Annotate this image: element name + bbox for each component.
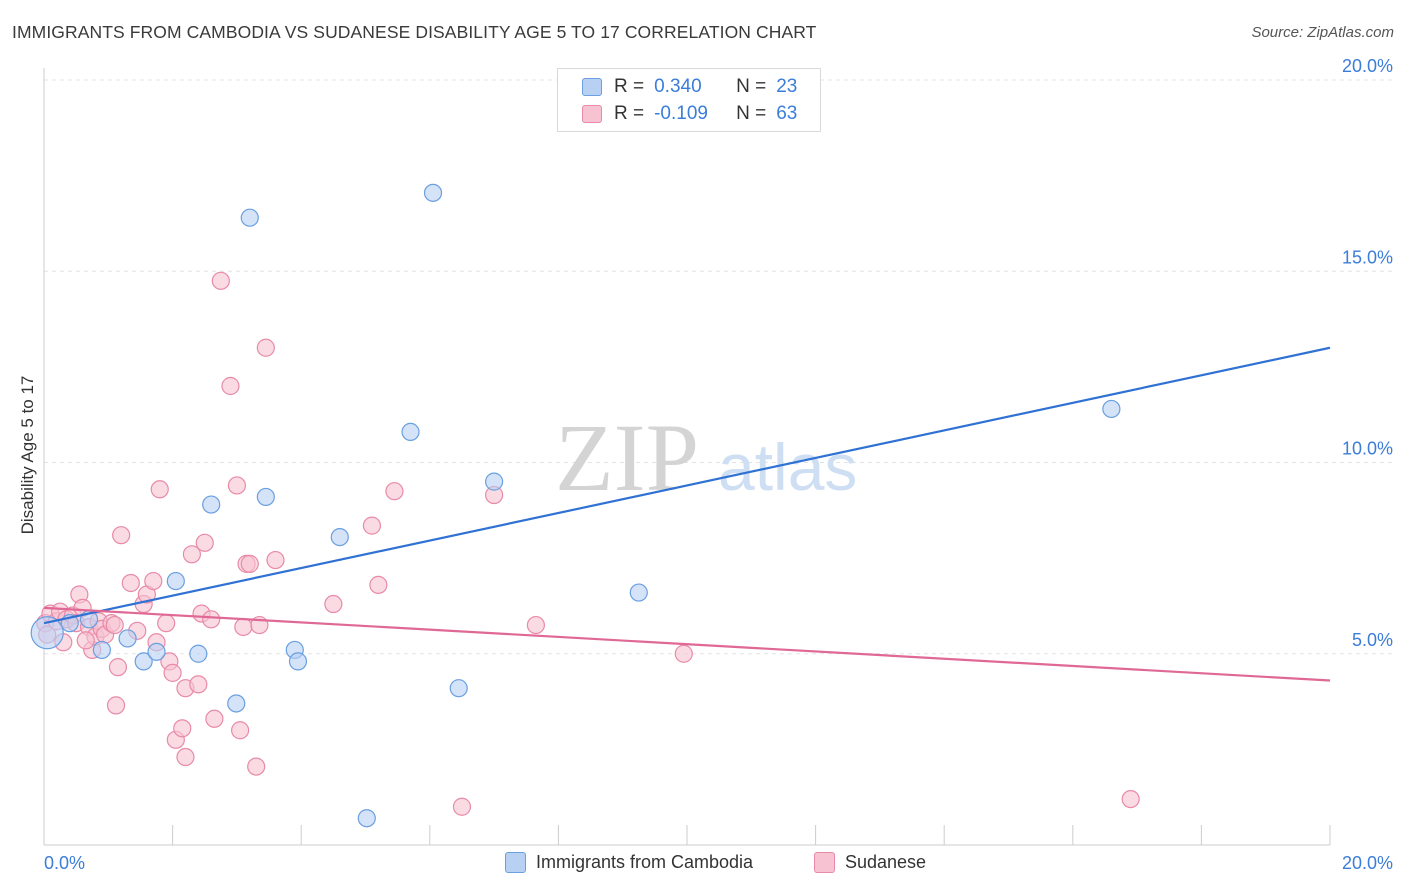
sudanese-point bbox=[231, 721, 250, 740]
sudanese-point bbox=[369, 575, 388, 595]
pink-swatch-icon bbox=[814, 852, 835, 873]
sudanese-point bbox=[182, 545, 201, 564]
cambodia-point bbox=[401, 422, 420, 441]
axes bbox=[43, 68, 1331, 846]
sudanese-point bbox=[324, 594, 343, 614]
sudanese-point bbox=[112, 526, 131, 545]
watermark-zip: ZIP bbox=[555, 404, 699, 511]
sudanese-point bbox=[76, 631, 95, 650]
sudanese-point bbox=[195, 533, 214, 552]
r-value: 0.340 bbox=[654, 76, 702, 97]
sudanese-point bbox=[144, 571, 163, 591]
cambodia-point bbox=[134, 652, 153, 671]
sudanese-point bbox=[240, 554, 259, 573]
y-tick-label: 20.0% bbox=[1342, 56, 1393, 76]
sudanese-point bbox=[121, 573, 140, 593]
x-tick-label: 0.0% bbox=[44, 853, 85, 873]
sudanese-point bbox=[452, 797, 472, 816]
x-tick-label: 20.0% bbox=[1342, 853, 1393, 873]
cambodia-point bbox=[1102, 399, 1121, 419]
n-label: N = bbox=[736, 76, 767, 97]
tick-labels: 5.0% 10.0% 15.0% 20.0% 0.0% 20.0% bbox=[44, 56, 1393, 873]
cambodia-point bbox=[357, 809, 376, 828]
legend-label: Immigrants from Cambodia bbox=[536, 852, 754, 872]
cambodia-point bbox=[330, 527, 349, 547]
stats-row-cambodia: R = 0.340 N = 23 bbox=[582, 74, 797, 100]
cambodia-point bbox=[189, 644, 208, 663]
chart-title: IMMIGRANTS FROM CAMBODIA VS SUDANESE DIS… bbox=[12, 22, 817, 42]
y-tick-label: 10.0% bbox=[1342, 439, 1393, 459]
legend-item-sudanese: Sudanese bbox=[814, 852, 926, 873]
sudanese-point bbox=[105, 615, 124, 635]
cambodia-point bbox=[30, 616, 64, 650]
cambodia-point bbox=[423, 183, 443, 202]
r-label: R = bbox=[614, 103, 645, 124]
cambodia-point bbox=[92, 640, 111, 660]
n-value: 63 bbox=[776, 103, 798, 124]
cambodia-point bbox=[166, 571, 185, 591]
sudanese-point bbox=[221, 376, 240, 396]
sudanese-point bbox=[1121, 789, 1140, 809]
r-value: -0.109 bbox=[654, 103, 708, 124]
sudanese-point bbox=[362, 516, 382, 535]
sudanese-point bbox=[157, 614, 176, 633]
legend-item-cambodia: Immigrants from Cambodia bbox=[505, 852, 753, 873]
sudanese-point bbox=[247, 757, 266, 776]
r-label: R = bbox=[614, 76, 645, 97]
cambodia-point bbox=[449, 679, 468, 698]
n-value: 23 bbox=[776, 76, 798, 97]
cambodia-point bbox=[227, 694, 246, 713]
pink-swatch-icon bbox=[582, 105, 602, 123]
sudanese-point bbox=[176, 747, 195, 767]
cambodia-point bbox=[202, 495, 221, 514]
sudanese-point bbox=[266, 550, 285, 570]
legend-label: Sudanese bbox=[845, 852, 927, 872]
n-label: N = bbox=[736, 103, 767, 124]
cambodia-point bbox=[118, 629, 137, 648]
watermark-atlas: atlas bbox=[718, 430, 857, 504]
cambodia-point bbox=[485, 472, 504, 491]
sudanese-point bbox=[163, 663, 182, 682]
cambodia-point bbox=[240, 208, 259, 227]
cambodia-point bbox=[629, 583, 648, 602]
sudanese-point bbox=[108, 658, 128, 677]
sudanese-point bbox=[234, 617, 253, 637]
sudanese-point bbox=[202, 610, 221, 629]
correlation-stats-box: R = 0.340 N = 23 R = -0.109 N = 63 bbox=[557, 68, 821, 132]
cambodia-trend-line bbox=[43, 346, 1331, 625]
sudanese-trend-line bbox=[43, 606, 1331, 682]
sudanese-point bbox=[150, 480, 169, 499]
y-tick-label: 5.0% bbox=[1352, 630, 1393, 650]
cambodia-point bbox=[256, 487, 275, 507]
cambodia-point bbox=[147, 642, 166, 661]
source-label: Source: ZipAtlas.com bbox=[1251, 24, 1394, 41]
y-axis-label: Disability Age 5 to 17 bbox=[18, 376, 37, 535]
watermark: ZIP atlas bbox=[555, 404, 857, 511]
sudanese-point bbox=[173, 719, 192, 738]
sudanese-point bbox=[227, 476, 246, 495]
sudanese-point bbox=[256, 338, 275, 357]
data-points bbox=[30, 183, 1140, 828]
cambodia-point bbox=[288, 652, 308, 671]
stats-row-sudanese: R = -0.109 N = 63 bbox=[582, 101, 797, 127]
sudanese-point bbox=[674, 644, 693, 663]
sudanese-point bbox=[205, 709, 224, 728]
blue-swatch-icon bbox=[582, 78, 602, 96]
sudanese-point bbox=[189, 675, 208, 694]
y-tick-label: 15.0% bbox=[1342, 247, 1393, 267]
sudanese-point bbox=[211, 271, 230, 290]
sudanese-point bbox=[385, 482, 404, 501]
blue-swatch-icon bbox=[505, 852, 526, 873]
sudanese-point bbox=[106, 696, 126, 715]
trend-lines bbox=[43, 346, 1331, 682]
sudanese-point bbox=[526, 615, 545, 635]
